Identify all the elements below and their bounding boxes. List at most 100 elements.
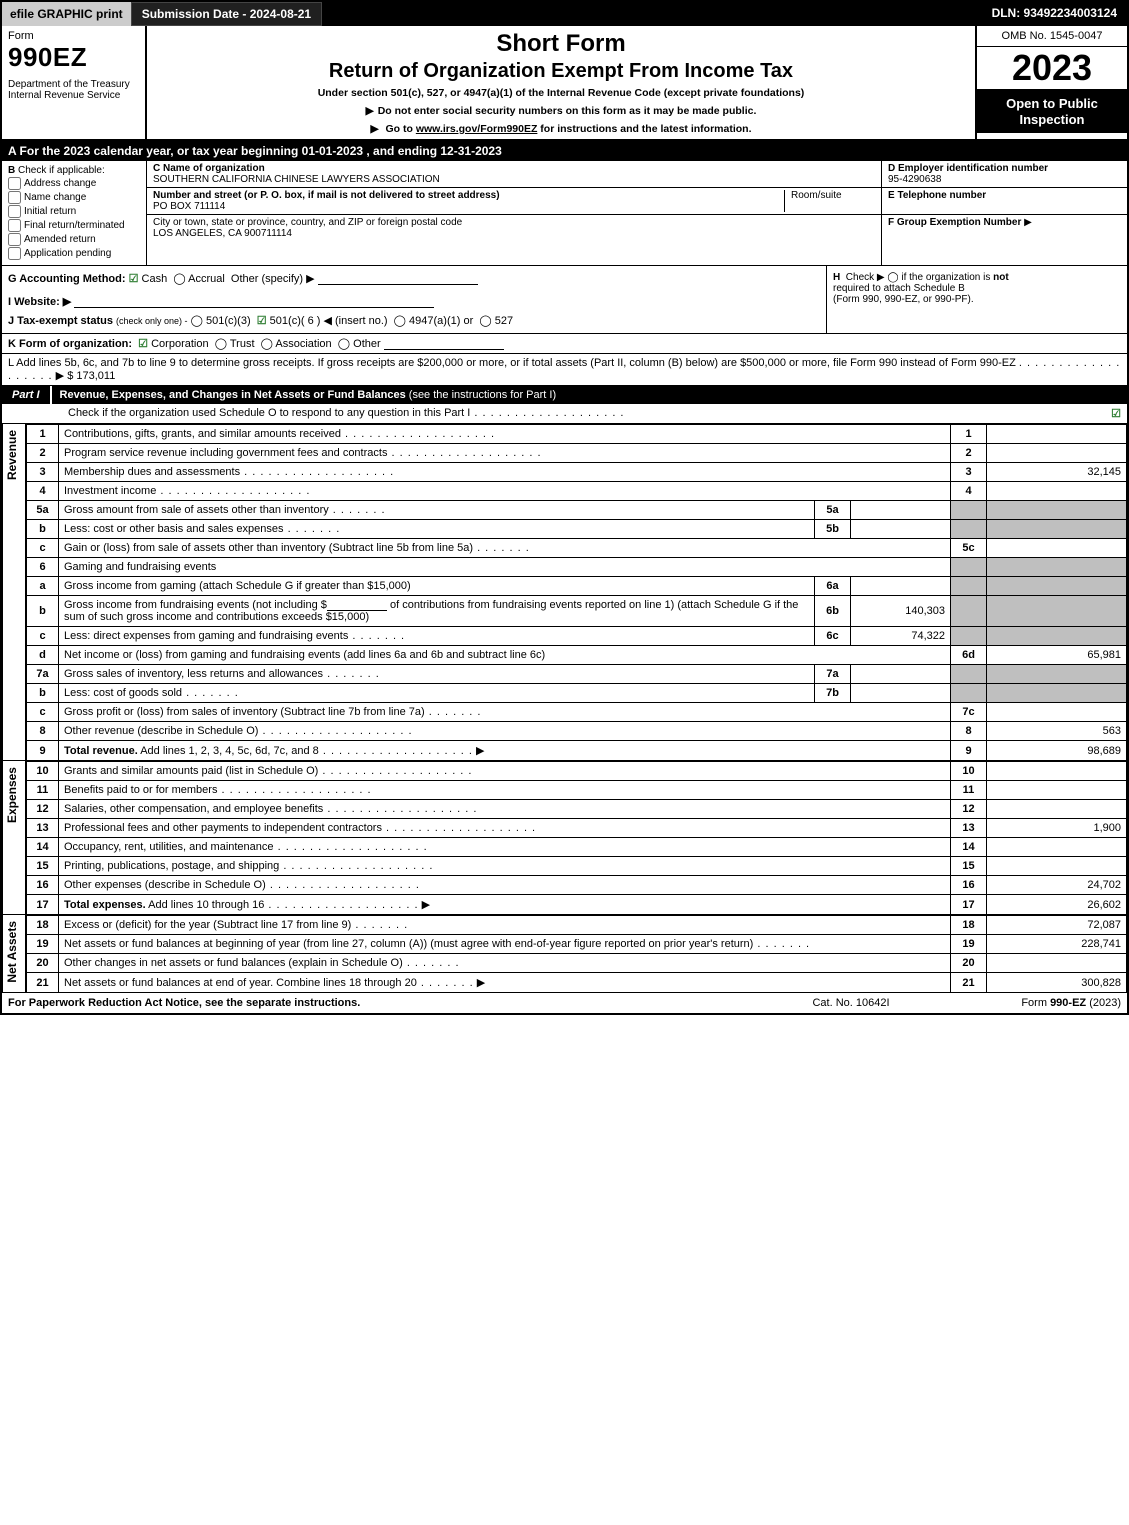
col-d-e-f: D Employer identification number 95-4290… <box>882 161 1127 265</box>
c-city-label: City or town, state or province, country… <box>153 217 462 228</box>
f-label: F Group Exemption Number <box>888 217 1021 228</box>
page-footer: For Paperwork Reduction Act Notice, see … <box>2 993 1127 1013</box>
room-suite-label: Room/suite <box>791 190 842 201</box>
line-21: 21Net assets or fund balances at end of … <box>27 973 1127 993</box>
line-17: 17Total expenses. Add lines 10 through 1… <box>27 895 1127 915</box>
row-l: L Add lines 5b, 6c, and 7b to line 9 to … <box>2 354 1127 386</box>
c-street-block: Number and street (or P. O. box, if mail… <box>147 188 881 215</box>
i-website: I Website: ▶ <box>8 295 820 308</box>
line-6d: dNet income or (loss) from gaming and fu… <box>27 646 1127 665</box>
chk-final-return[interactable]: Final return/terminated <box>8 219 140 232</box>
chk-address-change-input[interactable] <box>8 177 21 190</box>
k-corp-check: ☑ <box>138 338 148 350</box>
h-text4: (Form 990, 990-EZ, or 990-PF). <box>833 294 974 305</box>
line-4: 4Investment income4 <box>27 482 1127 501</box>
public-inspection-badge: Open to Public Inspection <box>977 90 1127 133</box>
h-text1: Check ▶ <box>846 272 885 283</box>
part-i-checkbox[interactable]: ☑ <box>1101 407 1121 420</box>
line-18: 18Excess or (deficit) for the year (Subt… <box>27 916 1127 935</box>
row-k: K Form of organization: ☑ Corporation ◯ … <box>2 334 1127 354</box>
row-g-h: G Accounting Method: ☑ Cash ◯ Accrual Ot… <box>2 266 1127 334</box>
l-text: L Add lines 5b, 6c, and 7b to line 9 to … <box>8 357 1016 369</box>
netassets-section: Net Assets 18Excess or (deficit) for the… <box>2 915 1127 993</box>
org-street: PO BOX 711114 <box>153 201 225 212</box>
line-10: 10Grants and similar amounts paid (list … <box>27 762 1127 781</box>
h-not: not <box>993 272 1009 283</box>
efile-print-button[interactable]: efile GRAPHIC print <box>2 2 131 26</box>
footer-form: Form 990-EZ (2023) <box>921 997 1121 1009</box>
k-label: K Form of organization: <box>8 338 132 350</box>
line-6b: bGross income from fundraising events (n… <box>27 596 1127 627</box>
form-header: Form 990EZ Department of the Treasury In… <box>2 26 1127 141</box>
g-accrual-check: ◯ <box>173 273 185 285</box>
j-527: 527 <box>495 315 513 327</box>
line-20: 20Other changes in net assets or fund ba… <box>27 954 1127 973</box>
header-right: OMB No. 1545-0047 2023 Open to Public In… <box>977 26 1127 139</box>
b-label: B <box>8 165 15 176</box>
chk-final-return-input[interactable] <box>8 219 21 232</box>
expenses-vertical-label: Expenses <box>2 761 26 915</box>
k-other-input[interactable] <box>384 338 504 350</box>
chk-application-pending-input[interactable] <box>8 247 21 260</box>
chk-name-change-input[interactable] <box>8 191 21 204</box>
header-middle: Short Form Return of Organization Exempt… <box>147 26 977 139</box>
footer-cat: Cat. No. 10642I <box>781 997 921 1009</box>
revenue-section: Revenue 1Contributions, gifts, grants, a… <box>2 424 1127 761</box>
instr2-a: Go to <box>386 123 416 135</box>
form-number: 990EZ <box>8 42 139 73</box>
instruction-1: Do not enter social security numbers on … <box>153 105 969 117</box>
instruction-2: Go to www.irs.gov/Form990EZ for instruct… <box>153 123 969 135</box>
j-501c3: 501(c)(3) <box>206 315 251 327</box>
expenses-section: Expenses 10Grants and similar amounts pa… <box>2 761 1127 915</box>
irs-link[interactable]: www.irs.gov/Form990EZ <box>416 123 538 135</box>
h-text3: required to attach Schedule B <box>833 283 965 294</box>
c-city-block: City or town, state or province, country… <box>147 215 881 241</box>
line-6a: aGross income from gaming (attach Schedu… <box>27 577 1127 596</box>
under-section-text: Under section 501(c), 527, or 4947(a)(1)… <box>153 87 969 99</box>
expenses-table: 10Grants and similar amounts paid (list … <box>26 761 1127 915</box>
website-input[interactable] <box>74 296 434 308</box>
k-corp: Corporation <box>151 338 208 350</box>
submission-date: Submission Date - 2024-08-21 <box>131 2 322 26</box>
line-5b: bLess: cost or other basis and sales exp… <box>27 520 1127 539</box>
b-text: Check if applicable: <box>18 165 105 176</box>
h-text2: if the organization is <box>901 272 990 283</box>
g-other: Other (specify) ▶ <box>231 273 315 285</box>
part-i-title: Revenue, Expenses, and Changes in Net As… <box>52 386 1127 404</box>
line-2: 2Program service revenue including gover… <box>27 444 1127 463</box>
revenue-vertical-label: Revenue <box>2 424 26 761</box>
d-ein-block: D Employer identification number 95-4290… <box>882 161 1127 188</box>
chk-application-pending[interactable]: Application pending <box>8 247 140 260</box>
chk-name-change[interactable]: Name change <box>8 191 140 204</box>
g-other-input[interactable] <box>318 273 478 285</box>
j-501c: 501(c)( 6 ) ◀ (insert no.) <box>270 315 388 327</box>
line-7a: 7aGross sales of inventory, less returns… <box>27 665 1127 684</box>
netassets-vertical-label: Net Assets <box>2 915 26 993</box>
chk-address-change[interactable]: Address change <box>8 177 140 190</box>
department-label: Department of the Treasury Internal Reve… <box>8 79 139 101</box>
form-word: Form <box>8 30 139 42</box>
ein-value: 95-4290638 <box>888 174 941 185</box>
line-3: 3Membership dues and assessments332,145 <box>27 463 1127 482</box>
chk-initial-return[interactable]: Initial return <box>8 205 140 218</box>
chk-amended-return[interactable]: Amended return <box>8 233 140 246</box>
chk-initial-return-input[interactable] <box>8 205 21 218</box>
e-phone-block: E Telephone number <box>882 188 1127 215</box>
f-arrow: ▶ <box>1024 217 1032 228</box>
chk-amended-return-input[interactable] <box>8 233 21 246</box>
col-c: C Name of organization SOUTHERN CALIFORN… <box>147 161 882 265</box>
6b-amount-input[interactable] <box>327 599 387 611</box>
col-h: H Check ▶ ◯ if the organization is not r… <box>827 266 1127 333</box>
netassets-table: 18Excess or (deficit) for the year (Subt… <box>26 915 1127 993</box>
f-group-block: F Group Exemption Number ▶ <box>882 215 1127 230</box>
j-tax-exempt: J Tax-exempt status (check only one) - ◯… <box>8 314 820 327</box>
line-6c: cLess: direct expenses from gaming and f… <box>27 627 1127 646</box>
line-5c: cGain or (loss) from sale of assets othe… <box>27 539 1127 558</box>
org-name: SOUTHERN CALIFORNIA CHINESE LAWYERS ASSO… <box>153 174 440 185</box>
line-14: 14Occupancy, rent, utilities, and mainte… <box>27 838 1127 857</box>
part-i-header: Part I Revenue, Expenses, and Changes in… <box>2 386 1127 404</box>
line-16: 16Other expenses (describe in Schedule O… <box>27 876 1127 895</box>
line-1: 1Contributions, gifts, grants, and simil… <box>27 425 1127 444</box>
g-cash: Cash <box>142 273 168 285</box>
top-bar: efile GRAPHIC print Submission Date - 20… <box>2 2 1127 26</box>
